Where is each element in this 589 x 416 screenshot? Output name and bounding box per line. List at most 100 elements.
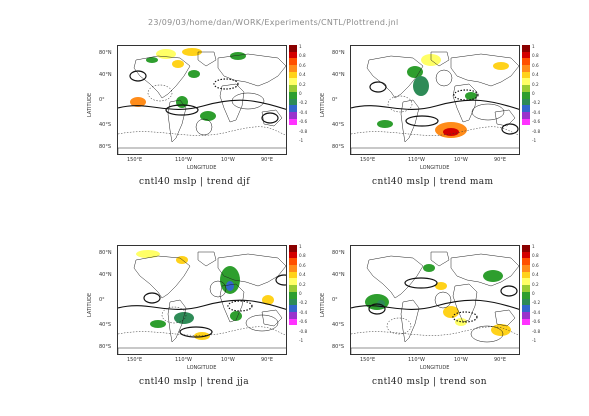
trend-shading — [182, 48, 202, 56]
contour-line — [213, 78, 239, 90]
x-tick-label: 10°W — [454, 357, 468, 363]
coastline — [366, 255, 424, 299]
contour-line — [118, 126, 286, 136]
colorbar-tick-label: -0.6 — [299, 319, 308, 325]
y-axis-label: LATITUDE — [87, 92, 93, 117]
colorbar-swatch — [289, 71, 297, 79]
panel-title: cntl40 mslp | trend mam — [372, 177, 494, 187]
y-tick-label: 40°S — [99, 122, 112, 128]
colorbar-tick-label: 1 — [532, 244, 535, 249]
colorbar-tick-label: 0.4 — [532, 272, 539, 278]
contour-line — [147, 84, 173, 102]
trend-panel-4: 80°N 40°N 0° 40°S 80°S LATITUDE 150°E 110°W 10°W… — [320, 244, 589, 405]
trend-shading — [413, 76, 429, 96]
trend-shading — [465, 92, 477, 100]
contour-line — [404, 277, 438, 289]
trend-shading — [365, 294, 389, 310]
trend-shading — [230, 52, 246, 60]
trend-shading — [130, 97, 146, 107]
contour-line — [275, 274, 286, 286]
coastline — [450, 253, 519, 287]
colorbar-swatch — [522, 78, 530, 86]
colorbar-tick-label: 1 — [532, 44, 535, 49]
colorbar — [522, 245, 530, 326]
coastline — [400, 299, 420, 343]
colorbar-tick-label: -0.2 — [532, 100, 541, 106]
map-svg — [351, 251, 519, 354]
y-tick-label: 40°N — [99, 72, 112, 78]
y-tick-label: 40°N — [332, 272, 345, 278]
coastline — [197, 251, 217, 267]
colorbar-tick-label: 0.8 — [532, 53, 539, 59]
trend-shading — [172, 60, 184, 68]
contour-line — [434, 291, 452, 309]
contour-line — [118, 299, 286, 310]
colorbar-swatch — [522, 65, 530, 72]
y-tick-label: 80°S — [99, 144, 112, 150]
colorbar — [289, 245, 297, 326]
colorbar-tick-label: -0.2 — [299, 100, 308, 106]
contour-line — [143, 292, 161, 304]
trend-shading — [493, 62, 509, 70]
colorbar-tick-label: 0.6 — [532, 62, 539, 68]
coastline — [494, 309, 516, 327]
coastline — [351, 347, 519, 354]
trend-shading — [194, 332, 210, 340]
trend-shading — [136, 250, 160, 258]
map-plot — [350, 45, 520, 155]
x-tick-label: 150°E — [127, 357, 143, 363]
contour-line — [227, 300, 253, 312]
colorbar-tick-label: 0.2 — [299, 281, 306, 287]
contour-line — [501, 123, 519, 135]
colorbar-tick-label: -0.4 — [299, 309, 308, 315]
contour-line — [129, 70, 147, 82]
coastline — [366, 55, 424, 99]
colorbar-swatch — [522, 258, 530, 266]
coastline — [118, 347, 286, 354]
map-svg — [118, 48, 286, 154]
colorbar-swatch — [522, 278, 530, 286]
coastline — [217, 253, 286, 287]
colorbar-swatch — [522, 271, 530, 279]
y-axis-label: LATITUDE — [87, 292, 93, 317]
colorbar-tick-label: 0 — [299, 91, 302, 96]
colorbar-tick-label: -0.6 — [532, 319, 541, 325]
y-tick-label: 80°N — [332, 50, 345, 56]
colorbar-tick-label: -1 — [299, 338, 304, 343]
colorbar-tick-label: 0.8 — [299, 253, 306, 259]
x-axis-label: LONGITUDE — [420, 365, 450, 371]
y-tick-label: 80°N — [99, 250, 112, 256]
y-tick-label: 40°S — [332, 122, 345, 128]
contour-line — [261, 112, 279, 124]
trend-shading — [146, 57, 158, 63]
y-tick-label: 0° — [99, 297, 105, 303]
x-axis-label: LONGITUDE — [420, 165, 450, 171]
colorbar-tick-label: -0.6 — [299, 119, 308, 125]
colorbar-tick-label: 0.4 — [299, 272, 306, 278]
contour-line — [452, 311, 478, 323]
colorbar-swatch — [522, 51, 530, 59]
colorbar-tick-label: 0.6 — [299, 262, 306, 268]
colorbar-swatch — [289, 65, 297, 72]
coastline — [118, 147, 286, 154]
x-tick-label: 110°W — [175, 357, 192, 363]
coastline — [351, 147, 519, 154]
contour-line — [351, 126, 519, 136]
colorbar-swatch — [289, 245, 297, 252]
trend-shading — [407, 66, 423, 78]
colorbar-swatch — [289, 118, 297, 126]
y-tick-label: 80°S — [99, 344, 112, 350]
colorbar-tick-label: 0.8 — [532, 253, 539, 259]
colorbar-swatch — [522, 298, 530, 306]
colorbar-tick-label: 0 — [299, 291, 302, 296]
colorbar-swatch — [289, 298, 297, 306]
colorbar-tick-label: 1 — [299, 44, 302, 49]
colorbar-tick-label: -0.8 — [532, 128, 541, 134]
colorbar-swatch — [522, 45, 530, 52]
colorbar-swatch — [289, 265, 297, 272]
coastline — [400, 99, 420, 143]
x-tick-label: 10°W — [221, 357, 235, 363]
coastline — [261, 109, 283, 127]
colorbar-swatch — [289, 91, 297, 99]
colorbar-swatch — [522, 245, 530, 252]
